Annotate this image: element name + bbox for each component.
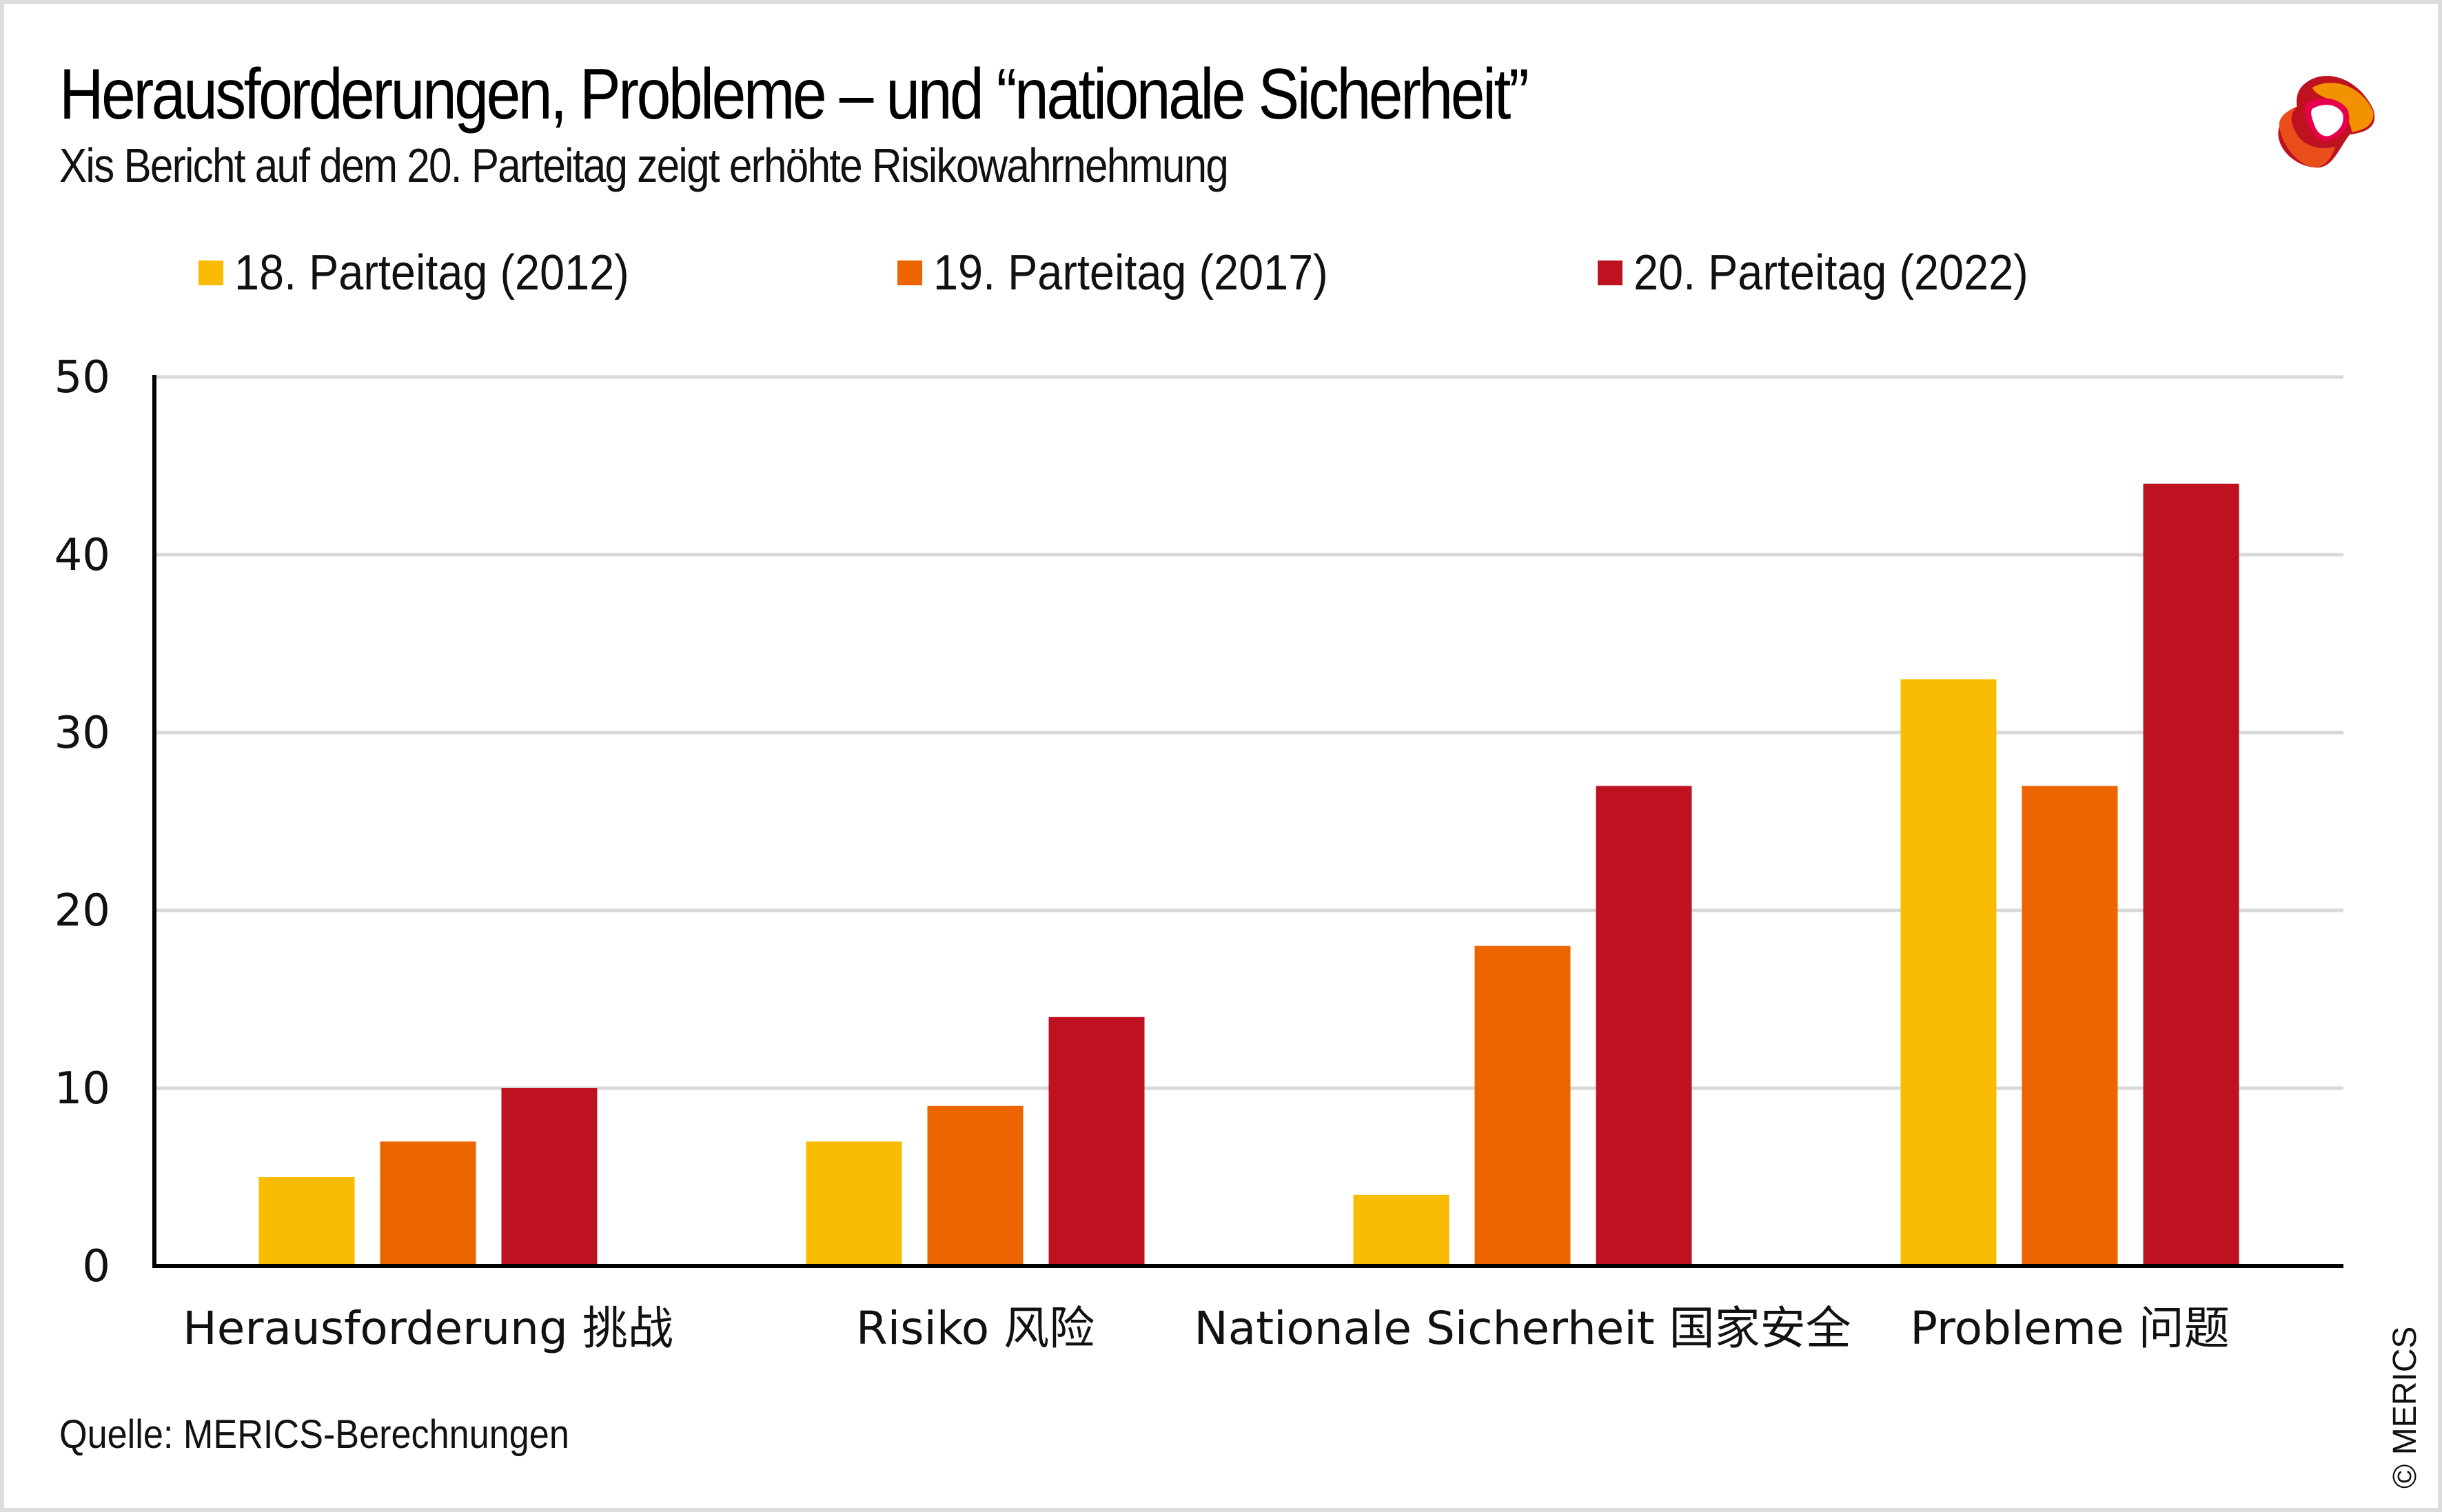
bar-2022-2	[1596, 786, 1692, 1266]
copyright-note: © MERICS	[2387, 1326, 2423, 1489]
legend-label-2017: 19. Parteitag (2017)	[933, 245, 1328, 300]
x-tick-label: Herausforderung 挑战	[183, 1302, 673, 1355]
merics-logo-icon	[2278, 76, 2375, 168]
legend-swatch-2017	[897, 260, 922, 285]
chart-title: Herausforderungen, Probleme – und “natio…	[59, 54, 1529, 134]
legend-label-2022: 20. Parteitag (2022)	[1634, 245, 2028, 300]
y-tick-labels: 0 10 20 30 40 50	[54, 352, 110, 1292]
bar-2022-1	[1048, 1016, 1145, 1266]
y-tick-label: 0	[82, 1241, 110, 1292]
x-tick-label: Probleme 问题	[1910, 1302, 2229, 1355]
bars	[258, 483, 2239, 1266]
chart-legend: 18. Parteitag (2012) 19. Parteitag (2017…	[0, 245, 2442, 314]
bar-2017-0	[380, 1141, 476, 1266]
bar-2017-3	[2022, 786, 2118, 1266]
bar-2012-1	[806, 1141, 902, 1266]
y-tick-label: 10	[54, 1063, 110, 1114]
gridlines	[154, 375, 2343, 1090]
legend-label-2012: 18. Parteitag (2012)	[234, 245, 629, 300]
axes	[152, 375, 2343, 1268]
source-note: Quelle: MERICS-Berechnungen	[59, 1412, 569, 1457]
bar-2012-3	[1900, 679, 1997, 1266]
legend-swatch-2012	[199, 260, 223, 285]
bar-2017-1	[927, 1105, 1024, 1266]
bar-2022-3	[2143, 483, 2239, 1266]
bar-2012-0	[258, 1177, 355, 1266]
x-tick-label: Nationale Sicherheit 国家安全	[1194, 1302, 1851, 1355]
legend-item-2012: 18. Parteitag (2012)	[199, 245, 673, 301]
y-tick-label: 30	[54, 708, 110, 759]
y-tick-label: 40	[54, 530, 110, 581]
y-tick-label: 50	[54, 352, 110, 403]
x-tick-labels: Herausforderung 挑战 Risiko 风险 Nationale Sic…	[183, 1302, 2230, 1355]
chart-subtitle: Xis Bericht auf dem 20. Parteitag zeigt …	[59, 139, 1229, 192]
x-tick-label: Risiko 风险	[856, 1302, 1095, 1355]
y-tick-label: 20	[54, 886, 110, 937]
bar-2022-0	[501, 1088, 598, 1266]
bar-2017-2	[1474, 946, 1571, 1266]
legend-swatch-2022	[1598, 260, 1622, 285]
bar-2012-2	[1353, 1194, 1449, 1266]
legend-item-2017: 19. Parteitag (2017)	[897, 245, 1372, 301]
legend-item-2022: 20. Parteitag (2022)	[1598, 245, 2072, 301]
